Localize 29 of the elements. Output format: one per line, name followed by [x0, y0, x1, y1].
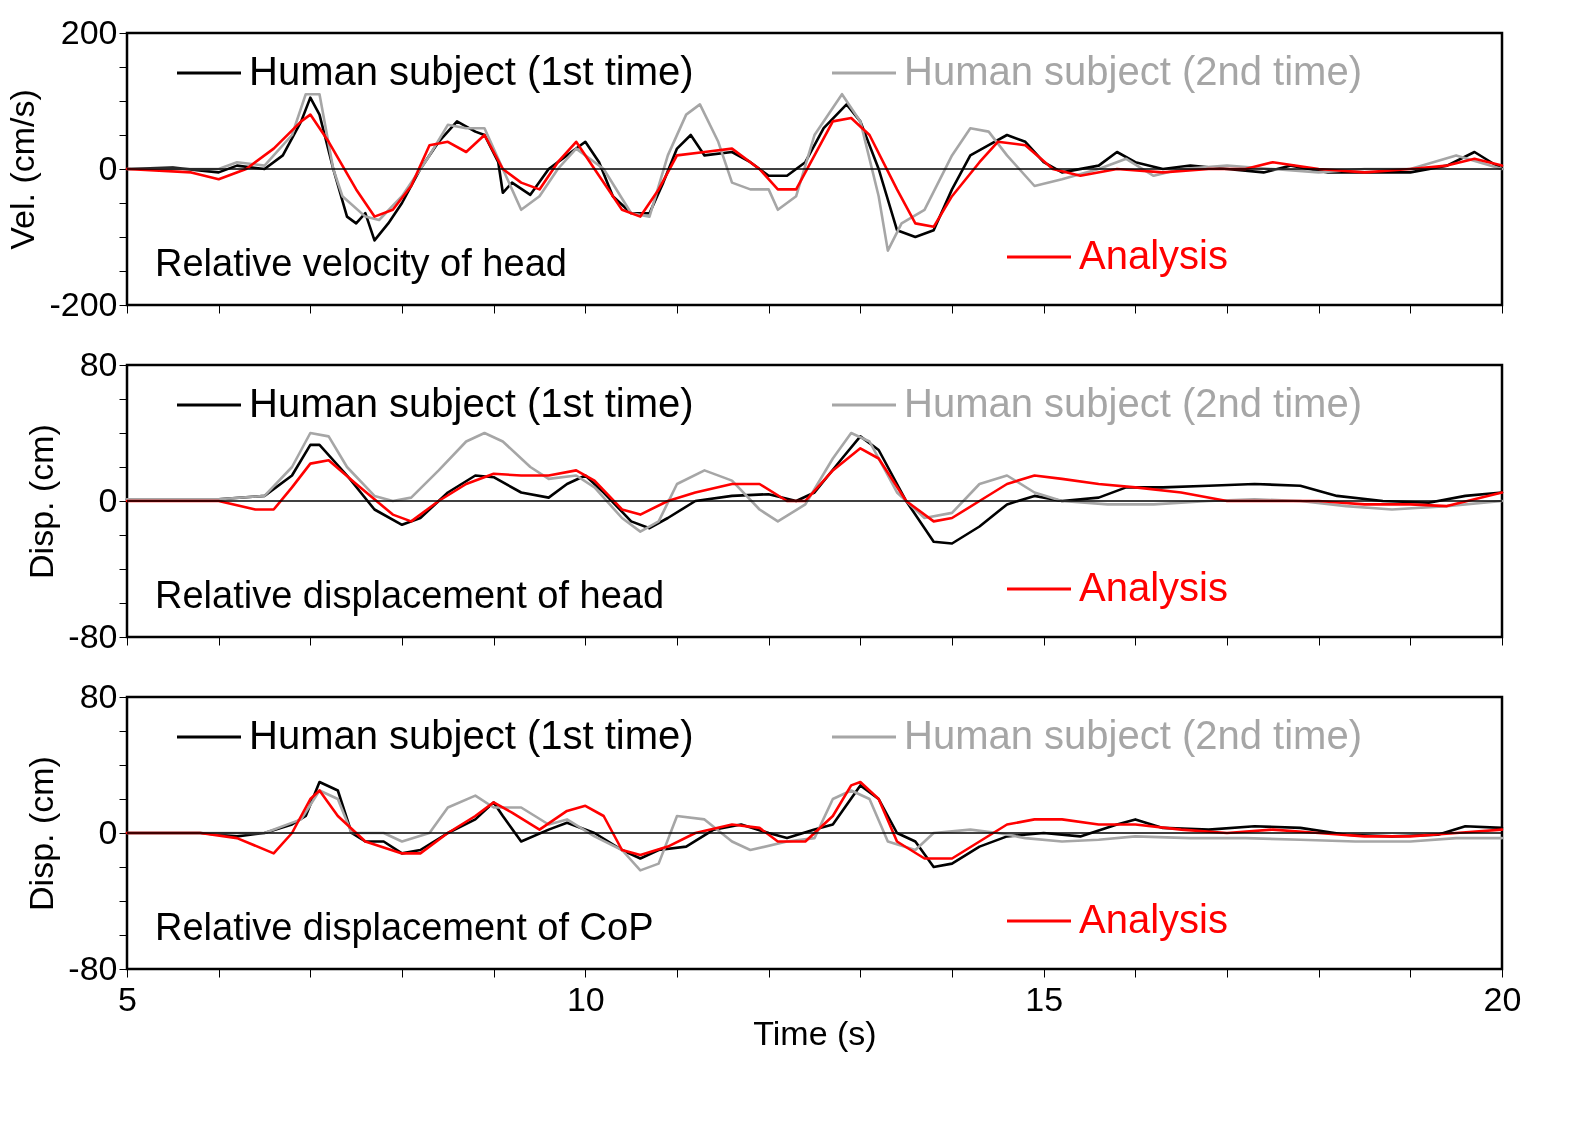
annotation: Relative displacement of CoP	[155, 906, 654, 948]
y-axis-title: Vel. (cm/s)	[3, 89, 42, 250]
legend-label: Human subject (2nd time)	[904, 49, 1362, 93]
y-tick-label: 80	[79, 344, 118, 383]
y-tick-label: 0	[98, 812, 118, 851]
x-tick-label: 10	[566, 979, 605, 1018]
y-tick-label: 80	[79, 676, 118, 715]
x-tick-label: 5	[118, 979, 137, 1018]
y-axis-title: Disp. (cm)	[22, 424, 61, 579]
legend-label: Human subject (2nd time)	[904, 713, 1362, 757]
y-tick-label: 0	[98, 480, 118, 519]
legend-label: Analysis	[1079, 565, 1228, 609]
y-tick-label: -80	[68, 616, 118, 655]
x-axis-title: Time (s)	[753, 1013, 877, 1052]
legend-label: Human subject (1st time)	[249, 49, 694, 93]
annotation: Relative displacement of head	[155, 574, 665, 616]
x-tick-label: 15	[1025, 979, 1064, 1018]
legend-label: Human subject (2nd time)	[904, 381, 1362, 425]
legend-label: Human subject (1st time)	[249, 713, 694, 757]
y-tick-label: 200	[60, 12, 118, 51]
y-tick-label: -80	[68, 948, 118, 987]
legend-label: Human subject (1st time)	[249, 381, 694, 425]
legend-label: Analysis	[1079, 897, 1228, 941]
annotation: Relative velocity of head	[155, 242, 567, 284]
x-tick-label: 20	[1483, 979, 1522, 1018]
y-tick-label: 0	[98, 148, 118, 187]
y-tick-label: -200	[49, 284, 118, 323]
legend-label: Analysis	[1079, 233, 1228, 277]
y-axis-title: Disp. (cm)	[22, 756, 61, 911]
